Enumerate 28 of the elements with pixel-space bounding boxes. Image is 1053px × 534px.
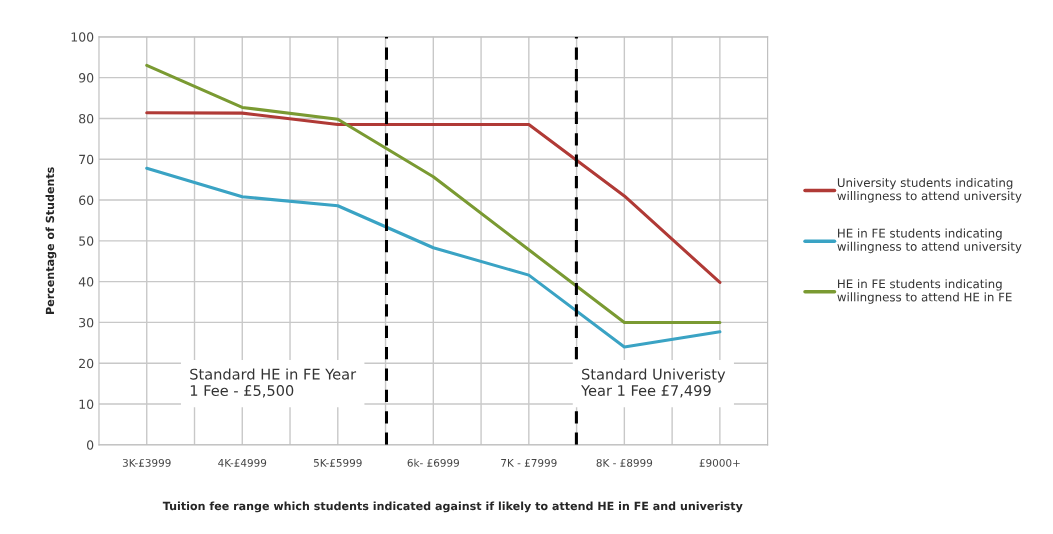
y-tick-label: 30 — [79, 317, 94, 328]
y-tick-label: 40 — [78, 277, 94, 287]
legend-label: HE in FE students indicating willingness to attend HE in FE — [837, 279, 1012, 304]
x-tick-label: 8K - £8999 — [596, 458, 653, 467]
x-axis-title: Tuition fee range which students indicated against if likely to attend HE in FE and univeristy — [162, 501, 743, 513]
y-tick-label: 20 — [79, 358, 94, 369]
line-series — [145, 111, 722, 284]
y-tick-label: 70 — [79, 154, 94, 165]
y-tick-label: 60 — [79, 195, 94, 205]
y-tick-label: 100 — [71, 32, 94, 42]
line-series — [145, 166, 722, 349]
y-tick-label: 10 — [79, 399, 94, 409]
x-tick-label: 3K-£3999 — [122, 458, 171, 467]
x-tick-label: 4K-£4999 — [218, 458, 267, 467]
x-tick-label: 5K-£5999 — [313, 458, 362, 467]
y-tick-label: 80 — [79, 113, 94, 124]
y-tick-label: 50 — [79, 236, 94, 246]
x-tick-label: 7K - £7999 — [501, 458, 557, 467]
x-tick-label: £9000+ — [699, 458, 740, 467]
x-tick-label: 6k- £6999 — [407, 458, 460, 467]
legend-label: HE in FE students indicating willingness to attend university — [837, 228, 1022, 254]
y-tick-label: 0 — [86, 440, 94, 450]
legend-label: University students indicating willingness to attend university — [837, 177, 1022, 203]
y-tick-label: 90 — [79, 73, 94, 83]
annotation: Standard Univeristy Year 1 Fee £7,499 — [581, 368, 726, 398]
annotation: Standard HE in FE Year 1 Fee - £5,500 — [190, 368, 357, 398]
line-series — [145, 63, 722, 324]
y-axis-title: Percentage of Students — [45, 167, 57, 314]
